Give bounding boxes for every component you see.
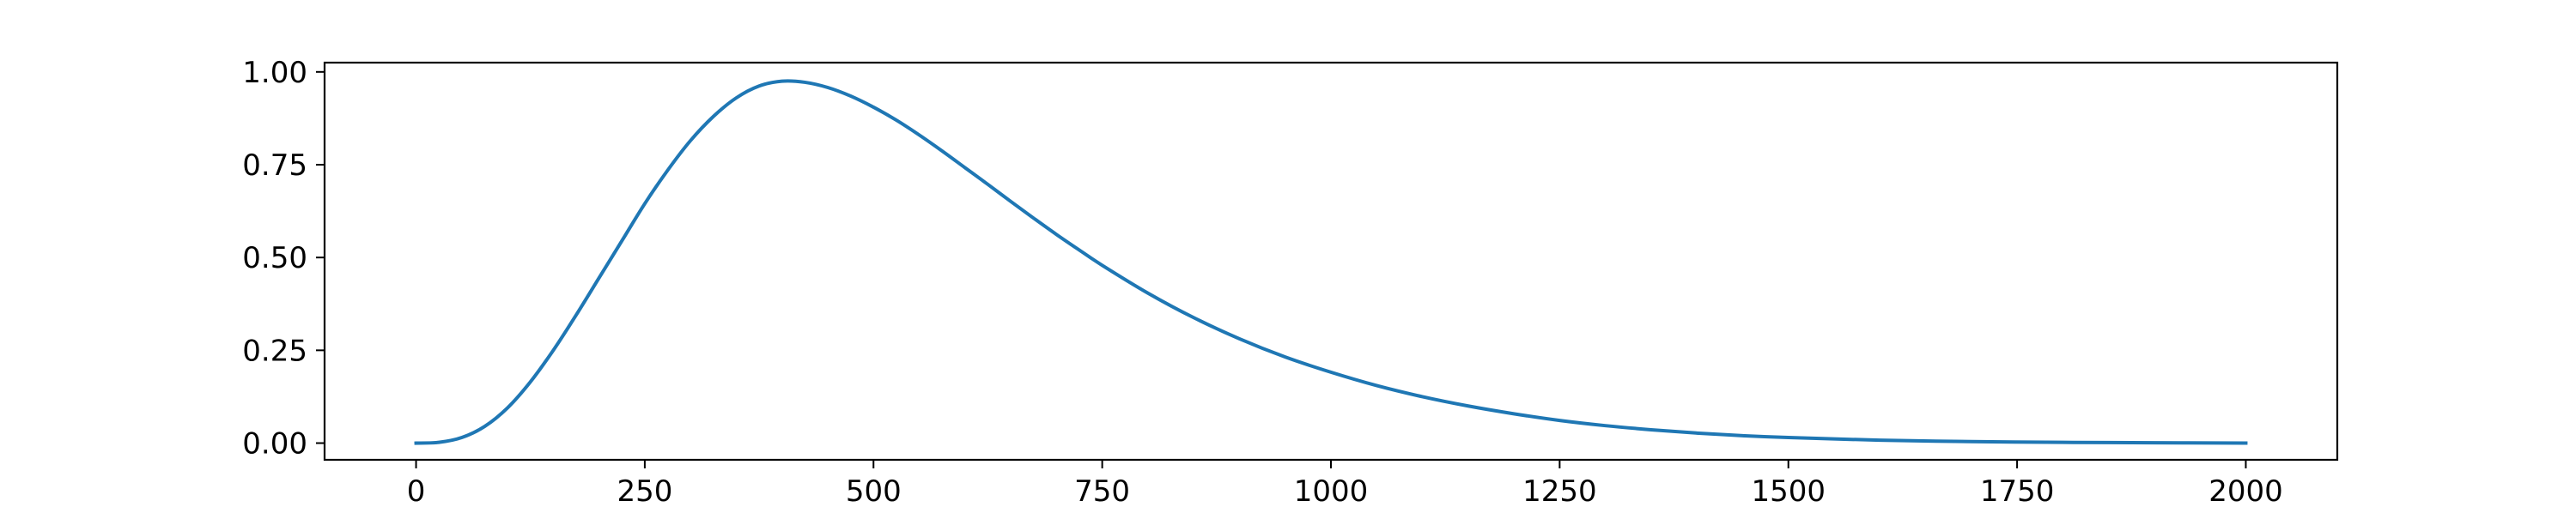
x-tick-label: 750 [1074,474,1130,509]
y-tick-label: 1.00 [242,56,307,90]
x-tick-label: 1500 [1751,474,1826,509]
y-tick-label: 0.75 [242,148,307,183]
x-tick-label: 1000 [1294,474,1369,509]
x-tick-label: 500 [846,474,902,509]
x-tick-label: 0 [407,474,426,509]
y-tick-label: 0.00 [242,427,307,462]
plot-area [414,79,2248,445]
x-tick-label: 1750 [1980,474,2055,509]
y-tick-label: 0.50 [242,241,307,275]
x-tick-label: 2000 [2208,474,2283,509]
plot-frame [323,61,2339,462]
axes: 0 250 500 750 1000 1250 1500 1750 2000 0.00 0.25 0.… [242,56,2339,509]
x-tick-label: 250 [617,474,672,509]
series-line-0 [414,79,2248,445]
y-tick-label: 0.25 [242,334,307,368]
x-tick-label: 1250 [1522,474,1597,509]
